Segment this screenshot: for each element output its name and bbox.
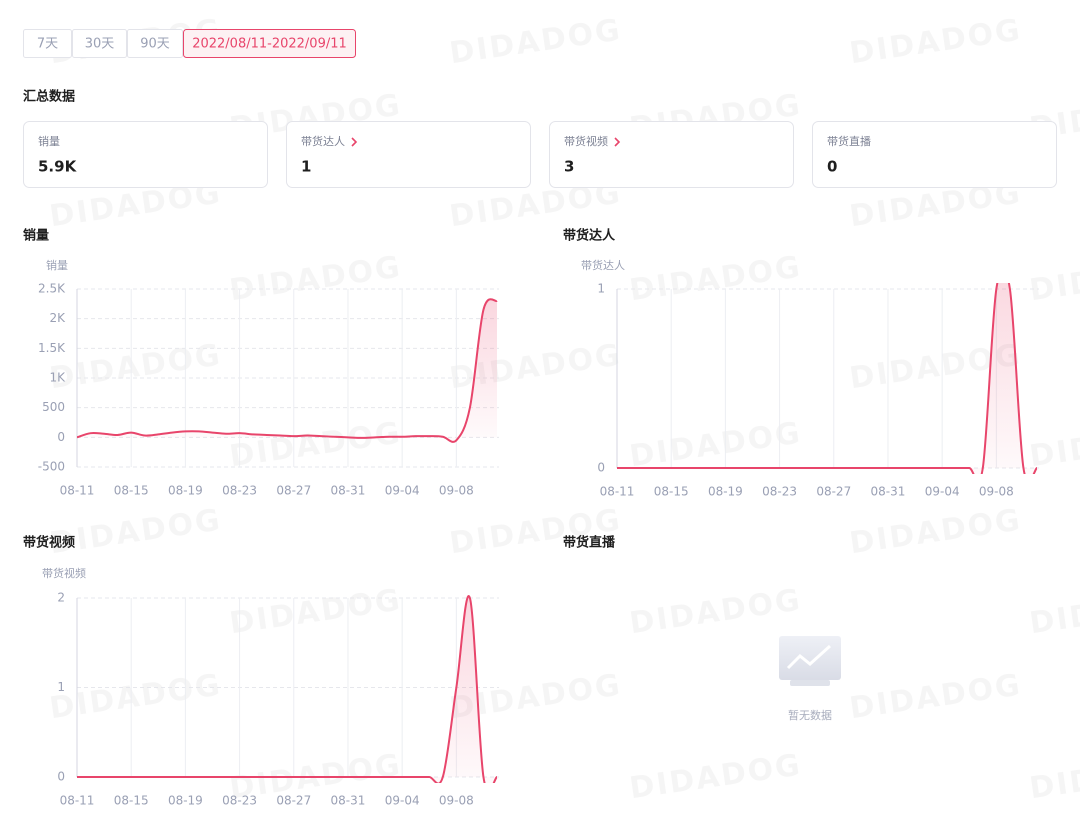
y-axis-name: 带货达人 xyxy=(581,258,625,272)
area xyxy=(77,596,497,783)
x-tick-label: 09-08 xyxy=(439,484,474,498)
x-tick-label: 08-31 xyxy=(331,794,366,808)
x-tick-label: 09-08 xyxy=(979,485,1014,499)
y-tick-label: 1 xyxy=(597,282,605,296)
summary-card xyxy=(23,121,268,188)
x-tick-label: 08-15 xyxy=(654,485,689,499)
card-value: 3 xyxy=(564,158,574,176)
x-tick-label: 08-27 xyxy=(816,485,851,499)
card-label: 销量 xyxy=(38,134,60,148)
watermark: DIDADOG xyxy=(847,668,1023,727)
card-label: 带货达人 xyxy=(301,134,345,148)
x-tick-label: 08-27 xyxy=(276,484,311,498)
y-tick-label: 0 xyxy=(57,770,65,784)
x-tick-label: 08-15 xyxy=(114,484,149,498)
tab[interactable] xyxy=(23,29,72,58)
watermark: DIDADOG xyxy=(627,250,803,309)
x-tick-label: 08-11 xyxy=(60,794,95,808)
content: 汇总数据 带货直播 暂无数据 xyxy=(23,89,841,722)
watermark: DIDADOG xyxy=(1027,250,1080,309)
link-arrow[interactable] xyxy=(351,137,358,147)
y-tick-label: -500 xyxy=(38,460,65,474)
card-label: 带货直播 xyxy=(827,134,871,148)
watermark: DIDADOG xyxy=(627,748,803,807)
chart-title: 带货达人 xyxy=(563,228,616,244)
tab-label: 90天 xyxy=(140,37,170,52)
x-tick-label: 08-31 xyxy=(331,484,366,498)
watermark: DIDADOG xyxy=(1027,748,1080,807)
y-tick-label: 2 xyxy=(57,591,65,605)
x-tick-label: 08-15 xyxy=(114,794,149,808)
y-tick-label: 1 xyxy=(57,680,65,694)
watermark: DIDADOG xyxy=(627,416,803,475)
watermark: DIDADOG xyxy=(847,503,1023,562)
watermark: DIDADOG xyxy=(47,668,223,727)
y-tick-label: 0 xyxy=(597,461,605,475)
x-tick-label: 09-08 xyxy=(439,794,474,808)
card-value: 5.9K xyxy=(38,158,78,176)
watermark: DIDADOG xyxy=(227,250,403,309)
watermark: DIDADOG xyxy=(627,583,803,642)
tab-label: 30天 xyxy=(85,37,115,52)
empty-message: 暂无数据 xyxy=(788,708,832,722)
x-tick-label: 09-04 xyxy=(925,485,960,499)
link-arrow[interactable] xyxy=(614,137,621,147)
card-value: 0 xyxy=(827,158,837,176)
x-tick-label: 08-23 xyxy=(222,484,257,498)
watermark: DIDADOG xyxy=(847,13,1023,72)
tab-label: 7天 xyxy=(37,37,58,52)
watermark: DIDADOG xyxy=(227,583,403,642)
y-tick-label: 2K xyxy=(49,311,66,325)
x-tick-label: 08-31 xyxy=(871,485,906,499)
y-axis-name: 带货视频 xyxy=(42,566,86,580)
x-tick-label: 08-23 xyxy=(762,485,797,499)
x-tick-label: 09-04 xyxy=(385,794,420,808)
x-tick-label: 08-27 xyxy=(276,794,311,808)
tab[interactable] xyxy=(127,29,183,58)
tab[interactable] xyxy=(72,29,127,58)
x-tick-label: 08-19 xyxy=(168,484,203,498)
x-tick-label: 08-11 xyxy=(600,485,635,499)
summary-card xyxy=(812,121,1057,188)
watermark: DIDADOG xyxy=(1027,583,1080,642)
y-tick-label: 2.5K xyxy=(38,282,66,296)
summary-card[interactable] xyxy=(286,121,531,188)
summary-card[interactable] xyxy=(549,121,794,188)
chart-title: 带货直播 xyxy=(563,535,616,551)
y-tick-label: 1.5K xyxy=(38,341,66,355)
watermark: DIDADOG xyxy=(1027,416,1080,475)
watermark: DIDADOG xyxy=(227,416,403,475)
tab[interactable] xyxy=(183,29,356,58)
y-tick-label: 500 xyxy=(42,400,65,414)
section-title: 汇总数据 xyxy=(23,89,75,105)
x-tick-label: 08-11 xyxy=(60,484,95,498)
empty-icon xyxy=(779,636,841,686)
watermark: DIDADOG xyxy=(47,338,223,397)
tab-label: 2022/08/11-2022/09/11 xyxy=(192,37,347,52)
y-tick-label: 1K xyxy=(49,371,66,385)
line xyxy=(77,595,498,783)
watermark: DIDADOG xyxy=(447,13,623,72)
chart-title: 带货视频 xyxy=(23,535,75,551)
line xyxy=(77,298,498,443)
card-value: 1 xyxy=(301,158,311,176)
line xyxy=(617,283,1038,474)
watermark: DIDADOG xyxy=(447,503,623,562)
x-tick-label: 08-19 xyxy=(708,485,743,499)
y-axis-name: 销量 xyxy=(46,258,68,272)
x-tick-label: 08-23 xyxy=(222,794,257,808)
watermark: DIDADOG xyxy=(47,503,223,562)
x-tick-label: 08-19 xyxy=(168,794,203,808)
y-tick-label: 0 xyxy=(57,430,65,444)
x-tick-label: 09-04 xyxy=(385,484,420,498)
chart-title: 销量 xyxy=(23,228,49,244)
card-label: 带货视频 xyxy=(564,134,608,148)
